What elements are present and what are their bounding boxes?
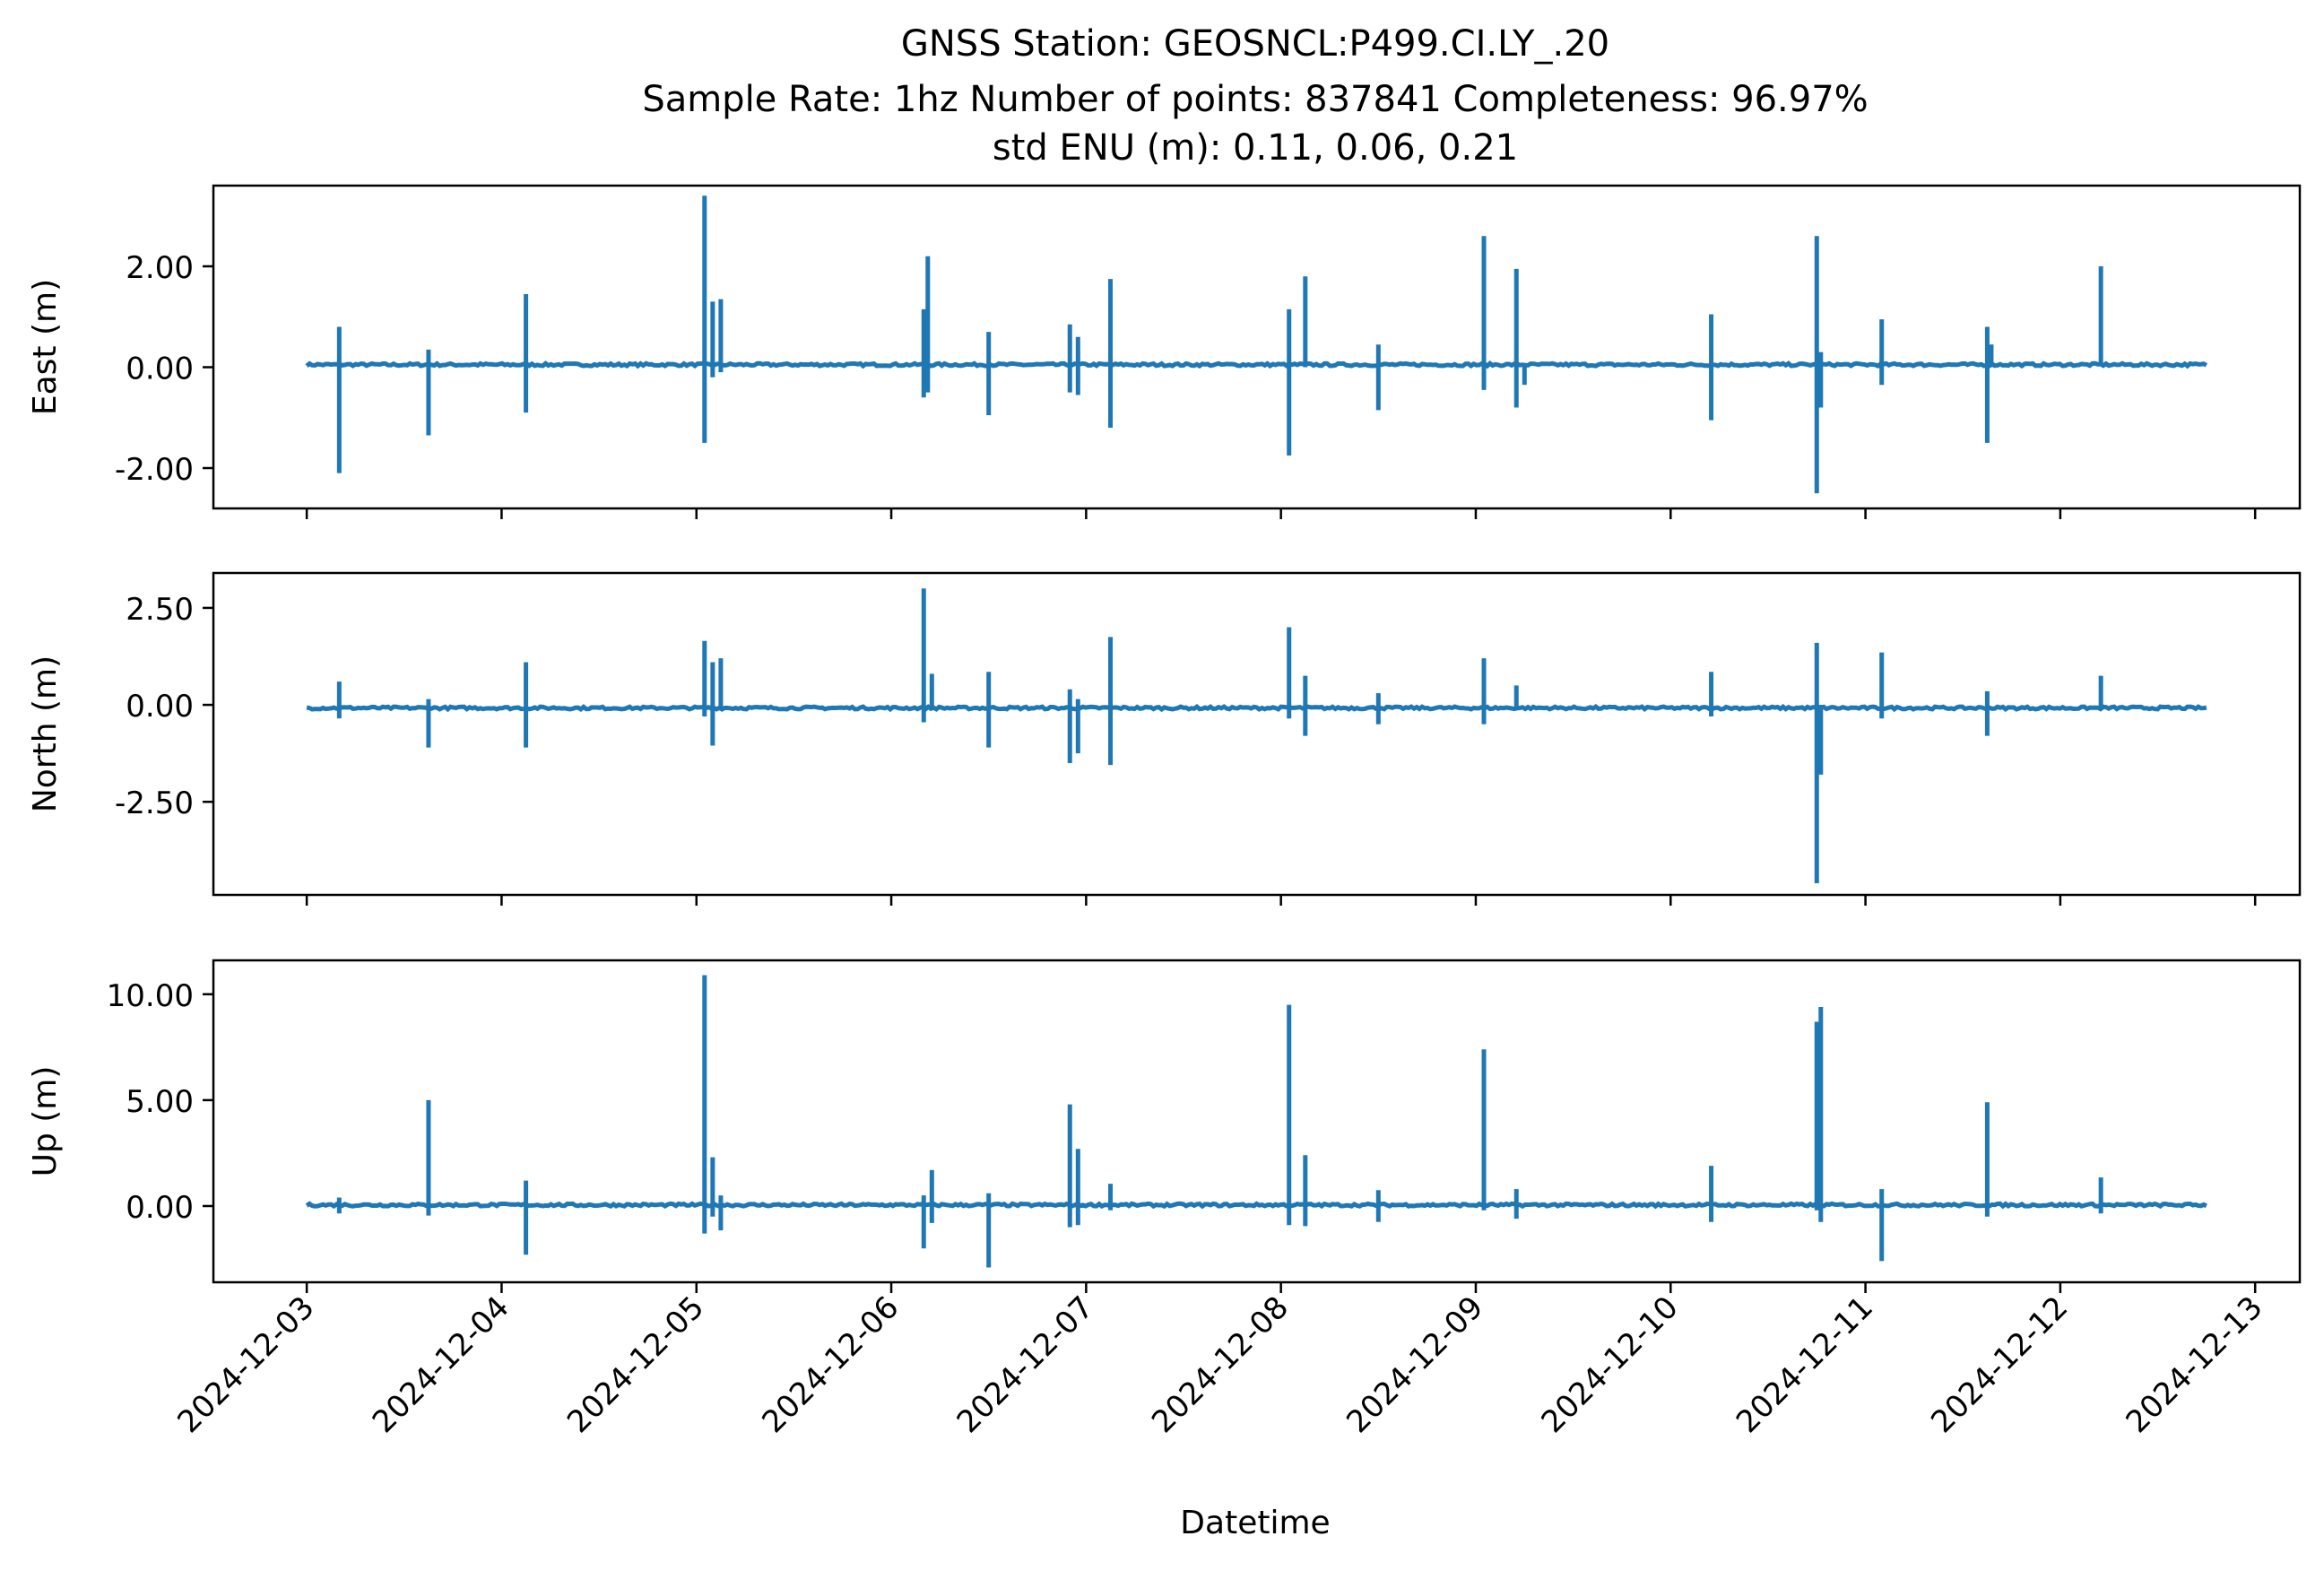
y-axis-label-2: Up (m) [27, 1066, 64, 1177]
y-tick-label-1-2: -2.50 [115, 786, 194, 821]
panel-frame-0 [212, 184, 2302, 510]
series-baseline-2 [305, 1201, 2207, 1210]
series-baseline-1 [306, 703, 2207, 713]
chart-title: GNSS Station: GEOSNCL:P499.CI.LY_.20 Sam… [642, 23, 1868, 169]
y-tick-label-0-0: 2.00 [126, 250, 194, 286]
panel-1: 2.50 0.00 -2.50 North (m) [27, 571, 2302, 906]
y-tick-label-2-0: 10.00 [107, 978, 194, 1014]
y-tick-label-2-1: 5.00 [126, 1084, 194, 1120]
series-baseline-0 [305, 360, 2208, 369]
y-axis-label-0: East (m) [27, 279, 64, 415]
y-tick-label-2-2: 0.00 [126, 1190, 194, 1226]
chart-title-line-3: std ENU (m): 0.11, 0.06, 0.21 [993, 127, 1518, 169]
y-tick-label-0-2: -2.00 [115, 452, 194, 488]
x-axis-label: Datetime [1180, 1505, 1330, 1541]
y-tick-label-1-1: 0.00 [126, 689, 194, 725]
panel-frame-1 [212, 571, 2302, 897]
y-tick-label-1-0: 2.50 [126, 592, 194, 628]
panel-frame-2 [212, 959, 2302, 1284]
panel-0: 2.00 0.00 -2.00 East (m) [27, 184, 2302, 519]
panel-2: 10.00 5.00 0.00 Up (m) [27, 959, 2302, 1293]
y-tick-label-0-1: 0.00 [126, 352, 194, 387]
chart-title-line-2: Sample Rate: 1hz Number of points: 83784… [642, 79, 1868, 120]
chart-title-line-1: GNSS Station: GEOSNCL:P499.CI.LY_.20 [901, 23, 1609, 65]
y-axis-label-1: North (m) [27, 655, 64, 812]
